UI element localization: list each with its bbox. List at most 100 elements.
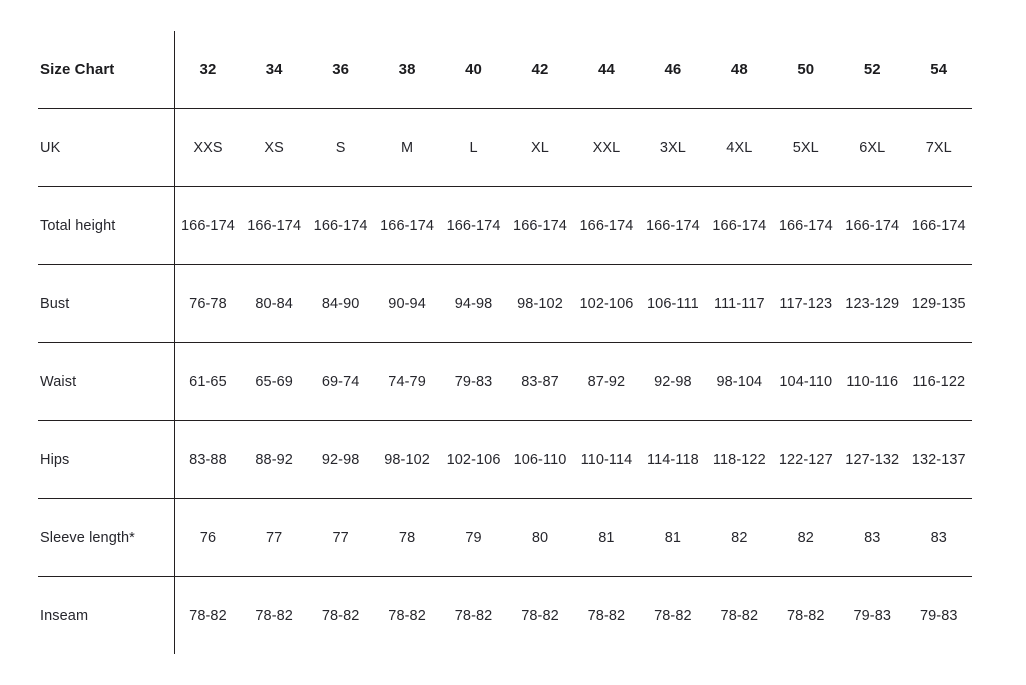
table-cell: 78-82	[189, 607, 227, 624]
row-label: Bust	[38, 264, 175, 343]
row-label: Inseam	[38, 576, 175, 654]
table-cell: 166-174	[778, 217, 833, 234]
table-cell: 166-174	[446, 217, 501, 234]
table-cell: 88-92	[255, 451, 293, 468]
table-row: Waist 61-65 65-69 69-74 74-79 79-83 83-87 87-92…	[38, 342, 972, 421]
table-cell: 83-87	[521, 373, 559, 390]
table-cell: 110-116	[846, 373, 899, 390]
table-cell: 78-82	[587, 607, 626, 624]
table-cell: 166-174	[181, 217, 235, 234]
column-header: 48	[730, 61, 748, 78]
table-cell: 74-79	[388, 373, 426, 390]
table-cell: 79	[465, 529, 482, 546]
table-row: Sleeve length* 76 77 77 78 79 80 81 81 82 82 83 83	[38, 498, 972, 577]
table-cell: 94-98	[454, 295, 493, 312]
table-cell: 77	[266, 529, 283, 546]
table-cell: 114-118	[647, 451, 699, 468]
header-row: Size Chart 32 34 36 38 40 42 44 46 48 50 52 54	[38, 31, 972, 109]
column-header: 32	[199, 61, 217, 78]
table-cell: 106-111	[647, 295, 699, 312]
column-header: 34	[265, 61, 283, 78]
table-row: Bust 76-78 80-84 84-90 90-94 94-98 98-102 102-1…	[38, 264, 972, 343]
table-cell: 166-174	[845, 217, 900, 234]
table-cell: 110-114	[580, 451, 633, 468]
table-cell: 166-174	[247, 217, 302, 234]
table-cell: 79-83	[853, 607, 892, 624]
table-cell: 117-123	[779, 295, 833, 312]
table-cell: 77	[332, 529, 349, 546]
column-header: 46	[664, 61, 682, 78]
table-cell: 69-74	[321, 373, 360, 390]
table-cell: 166-174	[513, 217, 567, 234]
table-cell: 82	[731, 529, 748, 546]
table-cell: XS	[264, 139, 284, 156]
table-cell: 80-84	[255, 295, 293, 312]
size-chart-table: Size Chart 32 34 36 38 40 42 44 46 48 50 52 54 UK XX…	[38, 31, 972, 654]
table-title: Size Chart	[38, 31, 175, 109]
table-cell: 78-82	[787, 607, 825, 624]
table-cell: 4XL	[726, 139, 753, 156]
table-cell: 76	[199, 529, 217, 546]
table-cell: 166-174	[313, 217, 368, 234]
table-cell: 166-174	[380, 217, 435, 234]
row-label: Waist	[38, 342, 175, 421]
table-cell: 166-174	[645, 217, 700, 234]
table-row: Hips 83-88 88-92 92-98 98-102 102-106 106-110 1…	[38, 420, 972, 499]
column-header: 50	[797, 61, 815, 78]
table-cell: 166-174	[712, 217, 767, 234]
table-cell: 166-174	[579, 217, 634, 234]
row-label: Hips	[38, 420, 175, 499]
table-cell: M	[400, 139, 414, 156]
row-label: Total height	[38, 186, 175, 265]
row-label: Sleeve length*	[38, 498, 175, 577]
table-cell: XL	[531, 139, 549, 156]
column-header: 42	[531, 61, 549, 78]
table-cell: 79-83	[454, 373, 493, 390]
table-cell: 78-82	[720, 607, 759, 624]
table-cell: 132-137	[911, 451, 966, 468]
table-cell: 7XL	[925, 139, 952, 156]
table-cell: 76-78	[189, 295, 227, 312]
table-cell: 92-98	[321, 451, 360, 468]
table-cell: 127-132	[845, 451, 900, 468]
size-chart-container: Size Chart 32 34 36 38 40 42 44 46 48 50 52 54 UK XX…	[38, 31, 972, 654]
column-header: 40	[465, 61, 482, 78]
table-cell: 129-135	[911, 295, 966, 312]
column-header: 52	[863, 61, 881, 78]
table-body: UK XXS XS S M L XL XXL 3XL 4XL 5XL 6XL 7XL Total heig…	[38, 108, 972, 654]
table-cell: 83-88	[189, 451, 227, 468]
table-cell: 116-122	[912, 373, 966, 390]
table-cell: 102-106	[446, 451, 501, 468]
table-cell: 5XL	[792, 139, 819, 156]
table-cell: 78	[398, 529, 416, 546]
table-cell: 98-102	[517, 295, 563, 312]
table-cell: S	[335, 139, 346, 156]
table-row: Total height 166-174 166-174 166-174 166-174…	[38, 186, 972, 265]
table-cell: 81	[598, 529, 615, 546]
table-cell: 98-102	[384, 451, 430, 468]
table-cell: XXS	[193, 139, 223, 156]
table-cell: 118-122	[712, 451, 766, 468]
table-cell: 78-82	[321, 607, 360, 624]
table-cell: 84-90	[321, 295, 360, 312]
table-cell: 78-82	[521, 607, 559, 624]
table-cell: L	[469, 139, 478, 156]
table-cell: 102-106	[579, 295, 634, 312]
table-cell: 82	[797, 529, 814, 546]
table-cell: 90-94	[388, 295, 426, 312]
table-cell: 111-117	[714, 295, 765, 312]
table-cell: 78-82	[654, 607, 692, 624]
table-cell: 61-65	[189, 373, 227, 390]
table-cell: 80	[531, 529, 549, 546]
table-cell: 78-82	[454, 607, 493, 624]
table-cell: 78-82	[255, 607, 293, 624]
column-header: 54	[930, 61, 948, 78]
table-cell: 122-127	[778, 451, 833, 468]
table-cell: 83	[930, 529, 947, 546]
column-header: 36	[332, 61, 350, 78]
table-cell: 87-92	[587, 373, 626, 390]
table-cell: 3XL	[659, 139, 686, 156]
table-cell: 83	[864, 529, 881, 546]
column-header: 38	[398, 61, 416, 78]
